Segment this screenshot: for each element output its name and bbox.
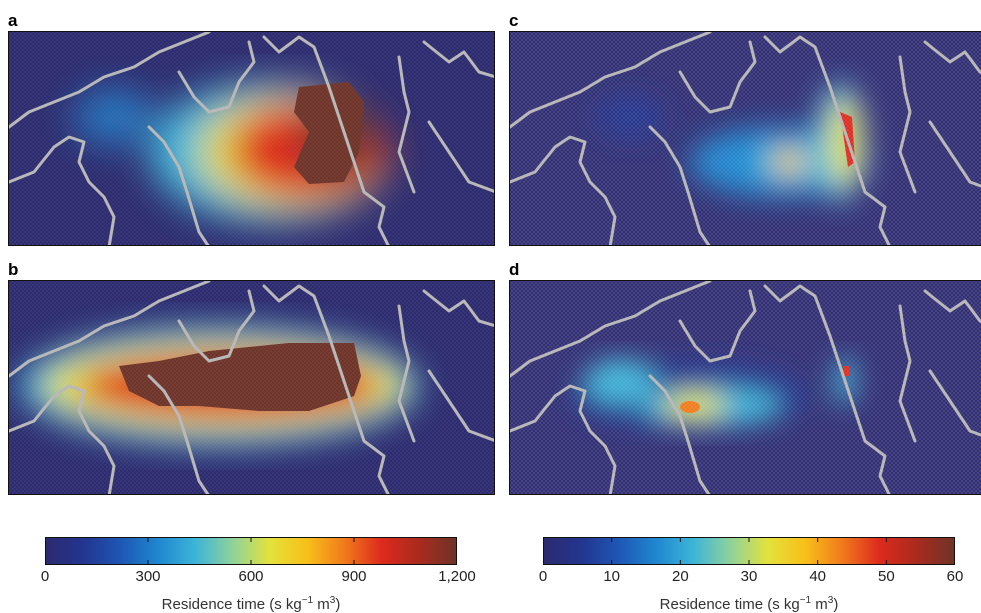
colorbar-left-title: Residence time (s kg−1 m3) xyxy=(161,595,341,613)
tick-label: 900 xyxy=(341,568,367,585)
tick-label: 50 xyxy=(877,568,895,585)
colorbar-left-labels: 0 300 600 900 1,200 xyxy=(41,568,476,588)
colorbar-right-title: Residence time (s kg−1 m3) xyxy=(659,595,839,613)
colorbar-right-labels: 0 10 20 30 40 50 60 xyxy=(539,568,964,588)
colorbar-left-ticks xyxy=(45,537,457,565)
map-panel-a xyxy=(8,31,495,246)
tick-label: 40 xyxy=(809,568,826,585)
colorbar-left xyxy=(45,537,457,565)
panel-label-d: d xyxy=(509,260,520,279)
colorbar-right-ticks xyxy=(543,537,955,565)
map-panel-b xyxy=(8,280,495,495)
panel-label-c: c xyxy=(509,11,519,30)
tick-label: 60 xyxy=(946,568,964,585)
map-panel-c xyxy=(509,31,981,246)
panel-label-b: b xyxy=(8,260,19,279)
tick-label: 0 xyxy=(538,568,548,585)
map-panel-d xyxy=(509,280,981,495)
tick-label: 1,200 xyxy=(438,568,476,585)
tick-label: 0 xyxy=(40,568,50,585)
colorbar-right xyxy=(543,537,955,565)
tick-label: 600 xyxy=(238,568,264,585)
tick-label: 30 xyxy=(740,568,758,585)
panel-label-a: a xyxy=(8,11,18,30)
tick-label: 20 xyxy=(671,568,689,585)
tick-label: 10 xyxy=(603,568,620,585)
tick-label: 300 xyxy=(135,568,161,585)
